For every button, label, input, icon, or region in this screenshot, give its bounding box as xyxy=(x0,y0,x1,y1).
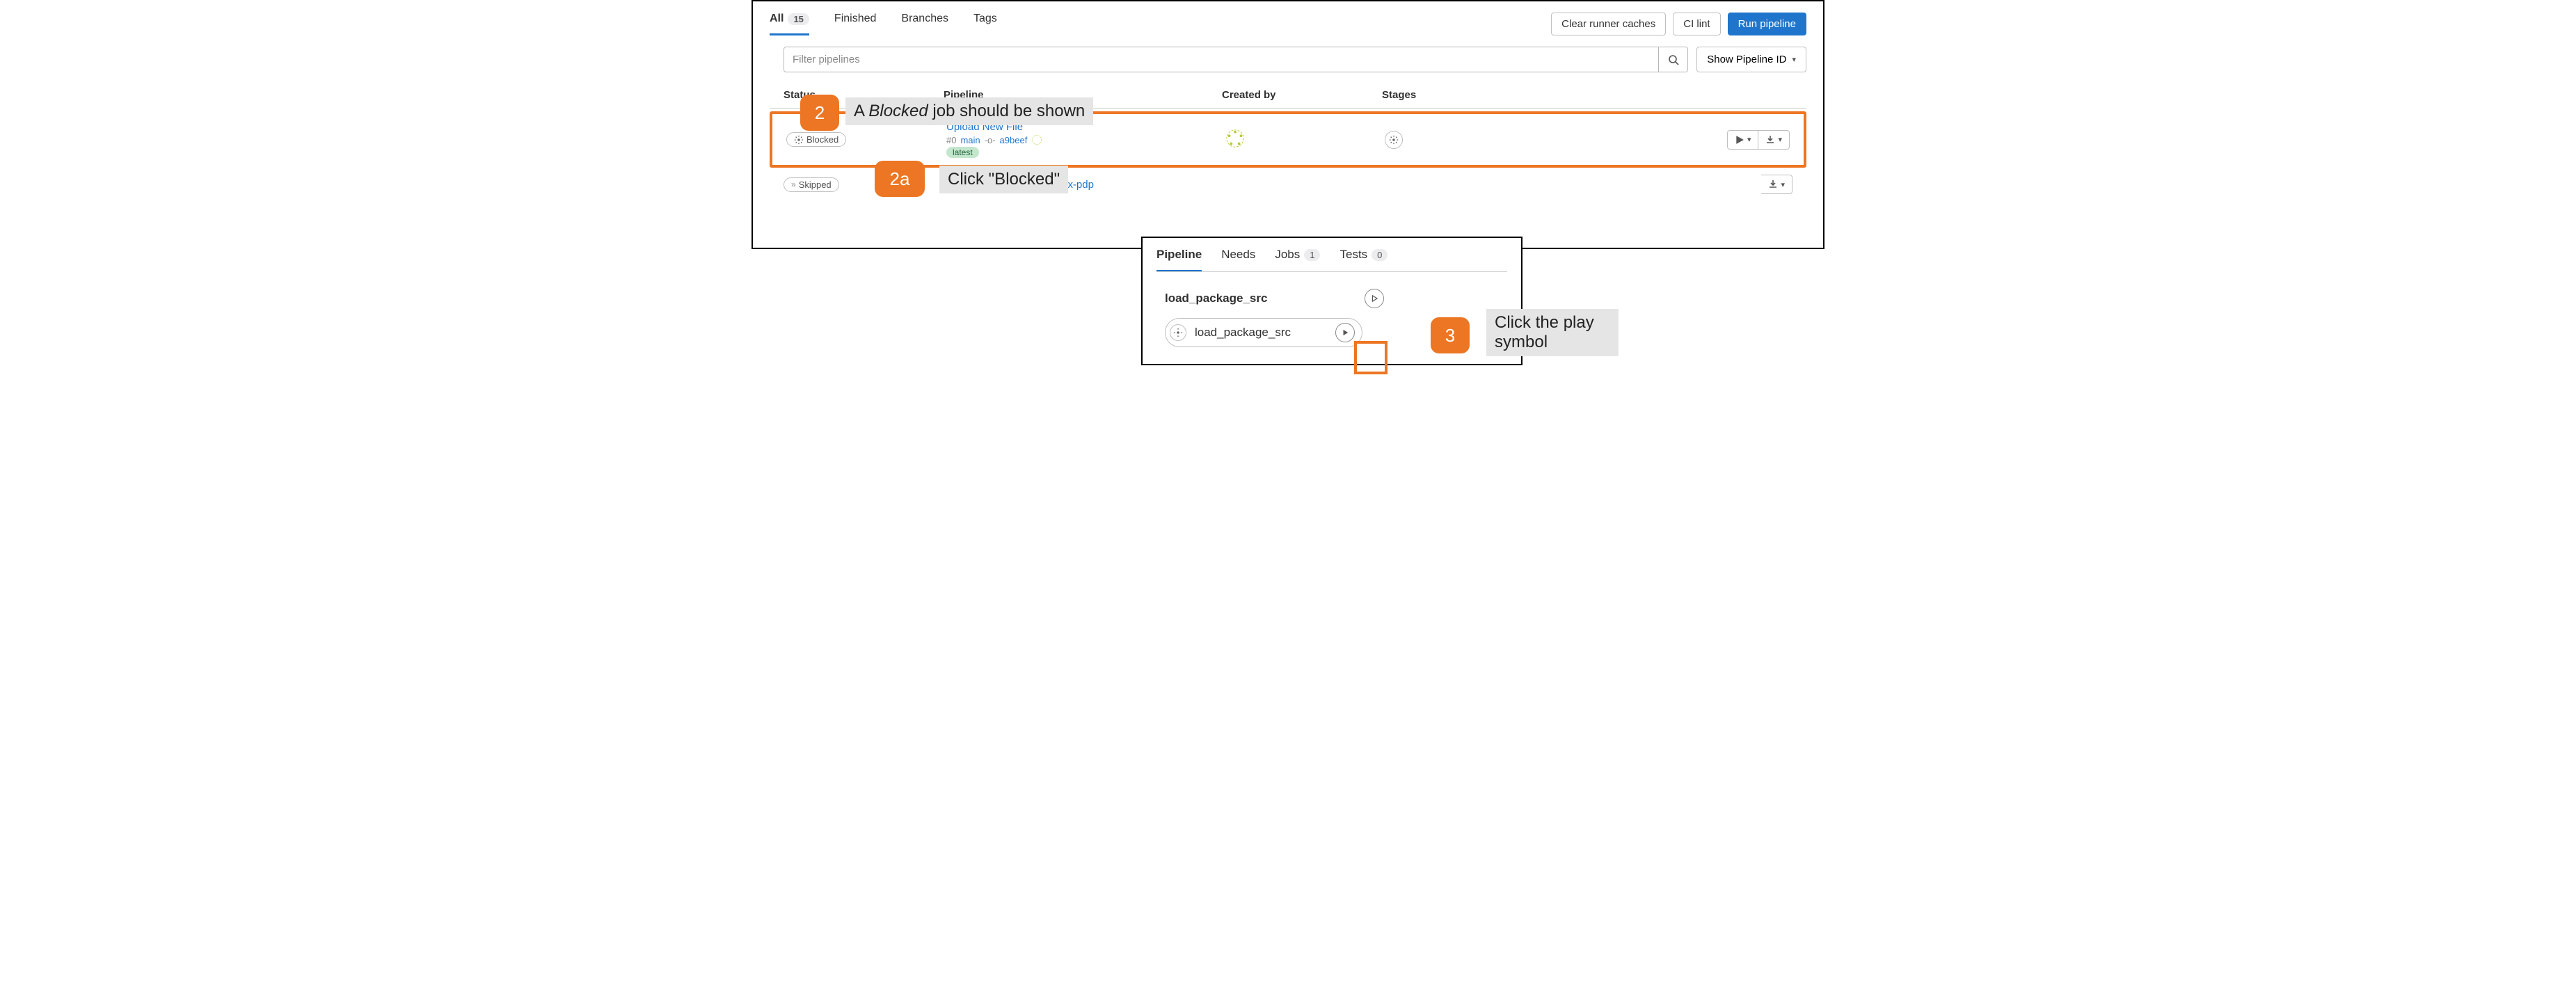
th-stages: Stages xyxy=(1382,89,1542,101)
download-icon xyxy=(1768,180,1778,189)
annotation-2-label: A Blocked job should be shown xyxy=(845,97,1093,125)
annotation-2a-marker: 2a xyxy=(875,161,925,197)
cell-status: Blocked xyxy=(786,132,946,147)
filter-row: Show Pipeline ID ▾ xyxy=(770,47,1806,72)
download-dropdown-button[interactable]: ▾ xyxy=(1758,130,1790,150)
ci-lint-button[interactable]: CI lint xyxy=(1673,13,1720,35)
clear-caches-button[interactable]: Clear runner caches xyxy=(1551,13,1666,35)
filter-input[interactable] xyxy=(784,47,1658,72)
annotation-2a-label: Click "Blocked" xyxy=(939,166,1068,193)
tests-count: 0 xyxy=(1372,249,1388,261)
show-pipeline-id-dropdown[interactable]: Show Pipeline ID ▾ xyxy=(1696,47,1806,72)
tabs-row: All 15 Finished Branches Tags Clear runn… xyxy=(770,13,1806,35)
dtab-needs[interactable]: Needs xyxy=(1221,248,1255,271)
annotation-3-marker: 3 xyxy=(1431,317,1470,353)
skipped-icon: » xyxy=(791,180,796,189)
play-icon xyxy=(1735,135,1744,145)
top-actions: Clear runner caches CI lint Run pipeline xyxy=(1551,13,1806,35)
job-pill[interactable]: load_package_src xyxy=(1165,318,1362,347)
jobs-count: 1 xyxy=(1304,249,1320,261)
chevron-down-icon: ▾ xyxy=(1747,135,1751,144)
status-blocked-pill[interactable]: Blocked xyxy=(786,132,846,147)
dtab-tests[interactable]: Tests 0 xyxy=(1339,248,1388,271)
dtab-tests-label: Tests xyxy=(1339,248,1367,262)
stage-header: load_package_src xyxy=(1165,289,1499,308)
run-pipeline-button[interactable]: Run pipeline xyxy=(1728,13,1806,35)
job-manual-icon xyxy=(1170,324,1186,341)
pipeline-sub-line: #0 main -o- a9beef xyxy=(946,134,1225,145)
download-dropdown-button[interactable]: ▾ xyxy=(1761,175,1792,194)
commit-hash[interactable]: a9beef xyxy=(1000,135,1028,145)
tab-all[interactable]: All 15 xyxy=(770,13,809,35)
tab-all-count: 15 xyxy=(788,13,809,25)
show-pipeline-id-label: Show Pipeline ID xyxy=(1707,54,1786,65)
tab-branches[interactable]: Branches xyxy=(901,13,948,35)
gear-icon xyxy=(1173,328,1183,337)
latest-tag: latest xyxy=(946,147,979,158)
gear-icon xyxy=(794,135,804,145)
chevron-down-icon: ▾ xyxy=(1781,180,1785,189)
branch-name[interactable]: main xyxy=(960,135,980,145)
play-icon xyxy=(1342,329,1349,336)
filter-input-wrap xyxy=(784,47,1688,72)
cell-pipeline: Upload New File #0 main -o- a9beef lates… xyxy=(946,121,1225,158)
download-icon xyxy=(1765,135,1775,145)
tab-finished[interactable]: Finished xyxy=(834,13,876,35)
dtab-jobs-label: Jobs xyxy=(1275,248,1300,262)
status-blocked-text: Blocked xyxy=(806,134,838,145)
cell-created-by xyxy=(1225,128,1385,151)
status-skipped-text: Skipped xyxy=(799,180,832,190)
tab-tags[interactable]: Tags xyxy=(973,13,997,35)
avatar-icon[interactable] xyxy=(1225,128,1246,149)
tab-all-label: All xyxy=(770,13,784,25)
search-icon xyxy=(1668,54,1679,65)
chevron-down-icon: ▾ xyxy=(1778,135,1782,144)
cell-actions: ▾ xyxy=(1542,175,1806,194)
job-name: load_package_src xyxy=(1195,326,1291,340)
detail-tabs: Pipeline Needs Jobs 1 Tests 0 xyxy=(1156,248,1507,272)
cell-actions: ▾ ▾ xyxy=(1545,130,1804,150)
stage-name: load_package_src xyxy=(1165,292,1267,305)
annotation-3-label: Click the play symbol xyxy=(1486,309,1619,356)
status-skipped-pill[interactable]: » Skipped xyxy=(784,177,839,192)
dtab-pipeline[interactable]: Pipeline xyxy=(1156,248,1202,271)
th-created-by: Created by xyxy=(1222,89,1382,101)
annotation-3-highlight xyxy=(1354,341,1388,374)
job-play-button[interactable] xyxy=(1335,323,1355,342)
chevron-down-icon: ▾ xyxy=(1792,55,1796,64)
cell-stages xyxy=(1385,131,1545,149)
play-icon xyxy=(1371,295,1378,302)
stage-manual-icon[interactable] xyxy=(1385,131,1403,149)
dtab-jobs[interactable]: Jobs 1 xyxy=(1275,248,1320,271)
search-button[interactable] xyxy=(1658,47,1687,72)
stage-play-button[interactable] xyxy=(1365,289,1384,308)
table-row: » Skipped Removed submodule adoxx-pdp ▾ xyxy=(770,168,1806,201)
avatar-mini-icon xyxy=(1031,134,1042,145)
pipeline-id: #0 xyxy=(946,135,956,145)
annotation-2-marker: 2 xyxy=(800,95,839,131)
play-dropdown-button[interactable]: ▾ xyxy=(1727,130,1759,150)
pipeline-tabs: All 15 Finished Branches Tags xyxy=(770,13,997,35)
gear-icon xyxy=(1389,135,1399,145)
